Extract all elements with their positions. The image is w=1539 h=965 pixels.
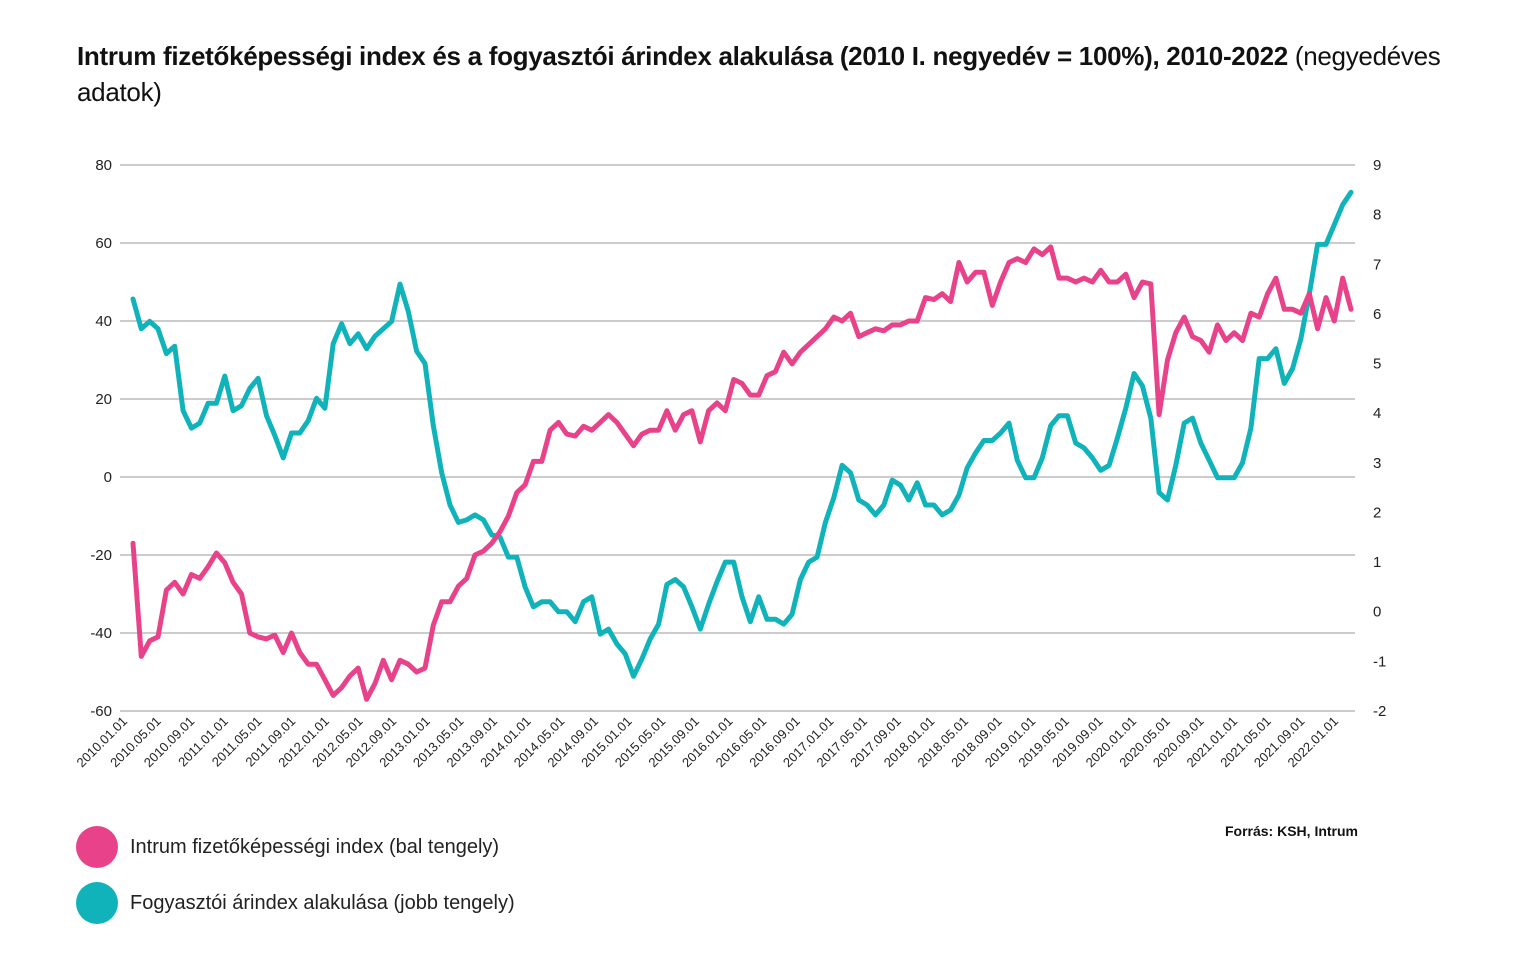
right-tick-label: 7 xyxy=(1373,256,1381,273)
x-axis-ticks: 2010.01.012010.05.012010.09.012011.01.01… xyxy=(73,714,1341,771)
right-tick-label: -1 xyxy=(1373,653,1386,670)
right-tick-label: 3 xyxy=(1373,455,1381,472)
chart-title: Intrum fizetőképességi index és a fogyas… xyxy=(77,38,1477,110)
left-tick-label: 20 xyxy=(95,391,112,408)
right-tick-label: 4 xyxy=(1373,405,1381,422)
left-tick-label: 80 xyxy=(95,157,112,174)
right-tick-label: 8 xyxy=(1373,207,1381,224)
legend-item-intrum: Intrum fizetőképességi index (bal tengel… xyxy=(76,826,499,868)
series-line-intrum xyxy=(130,244,1354,702)
left-tick-label: 60 xyxy=(95,235,112,252)
right-tick-label: 0 xyxy=(1373,604,1381,621)
right-tick-label: -2 xyxy=(1373,703,1386,720)
right-tick-label: 6 xyxy=(1373,306,1381,323)
legend-dot-intrum xyxy=(76,826,118,868)
right-axis-ticks: 9 8 7 6 5 4 3 2 1 0 -1 -2 xyxy=(1373,157,1386,720)
right-tick-label: 1 xyxy=(1373,554,1381,571)
left-tick-label: -60 xyxy=(90,703,112,720)
source-note: Forrás: KSH, Intrum xyxy=(1224,823,1358,839)
series-lines xyxy=(130,189,1354,702)
chart-title-normal: (negyedéves adatok) xyxy=(77,41,1441,107)
grid-lines xyxy=(120,164,1355,712)
left-axis-ticks: 80 60 40 20 0 -20 -40 -60 xyxy=(90,157,112,720)
legend-dot-cpi xyxy=(76,882,118,924)
legend-label-cpi: Fogyasztói árindex alakulása (jobb tenge… xyxy=(130,891,515,914)
chart-title-bold: Intrum fizetőképességi index és a fogyas… xyxy=(77,41,1288,71)
right-tick-label: 2 xyxy=(1373,504,1381,521)
legend-item-cpi: Fogyasztói árindex alakulása (jobb tenge… xyxy=(76,882,515,924)
left-tick-label: 40 xyxy=(95,313,112,330)
left-tick-label: -40 xyxy=(90,625,112,642)
legend-label-intrum: Intrum fizetőképességi index (bal tengel… xyxy=(130,835,500,858)
right-tick-label: 9 xyxy=(1373,157,1381,174)
left-tick-label: -20 xyxy=(90,547,112,564)
left-tick-label: 0 xyxy=(104,469,112,486)
right-tick-label: 5 xyxy=(1373,356,1381,373)
series-line-cpi xyxy=(130,189,1354,679)
